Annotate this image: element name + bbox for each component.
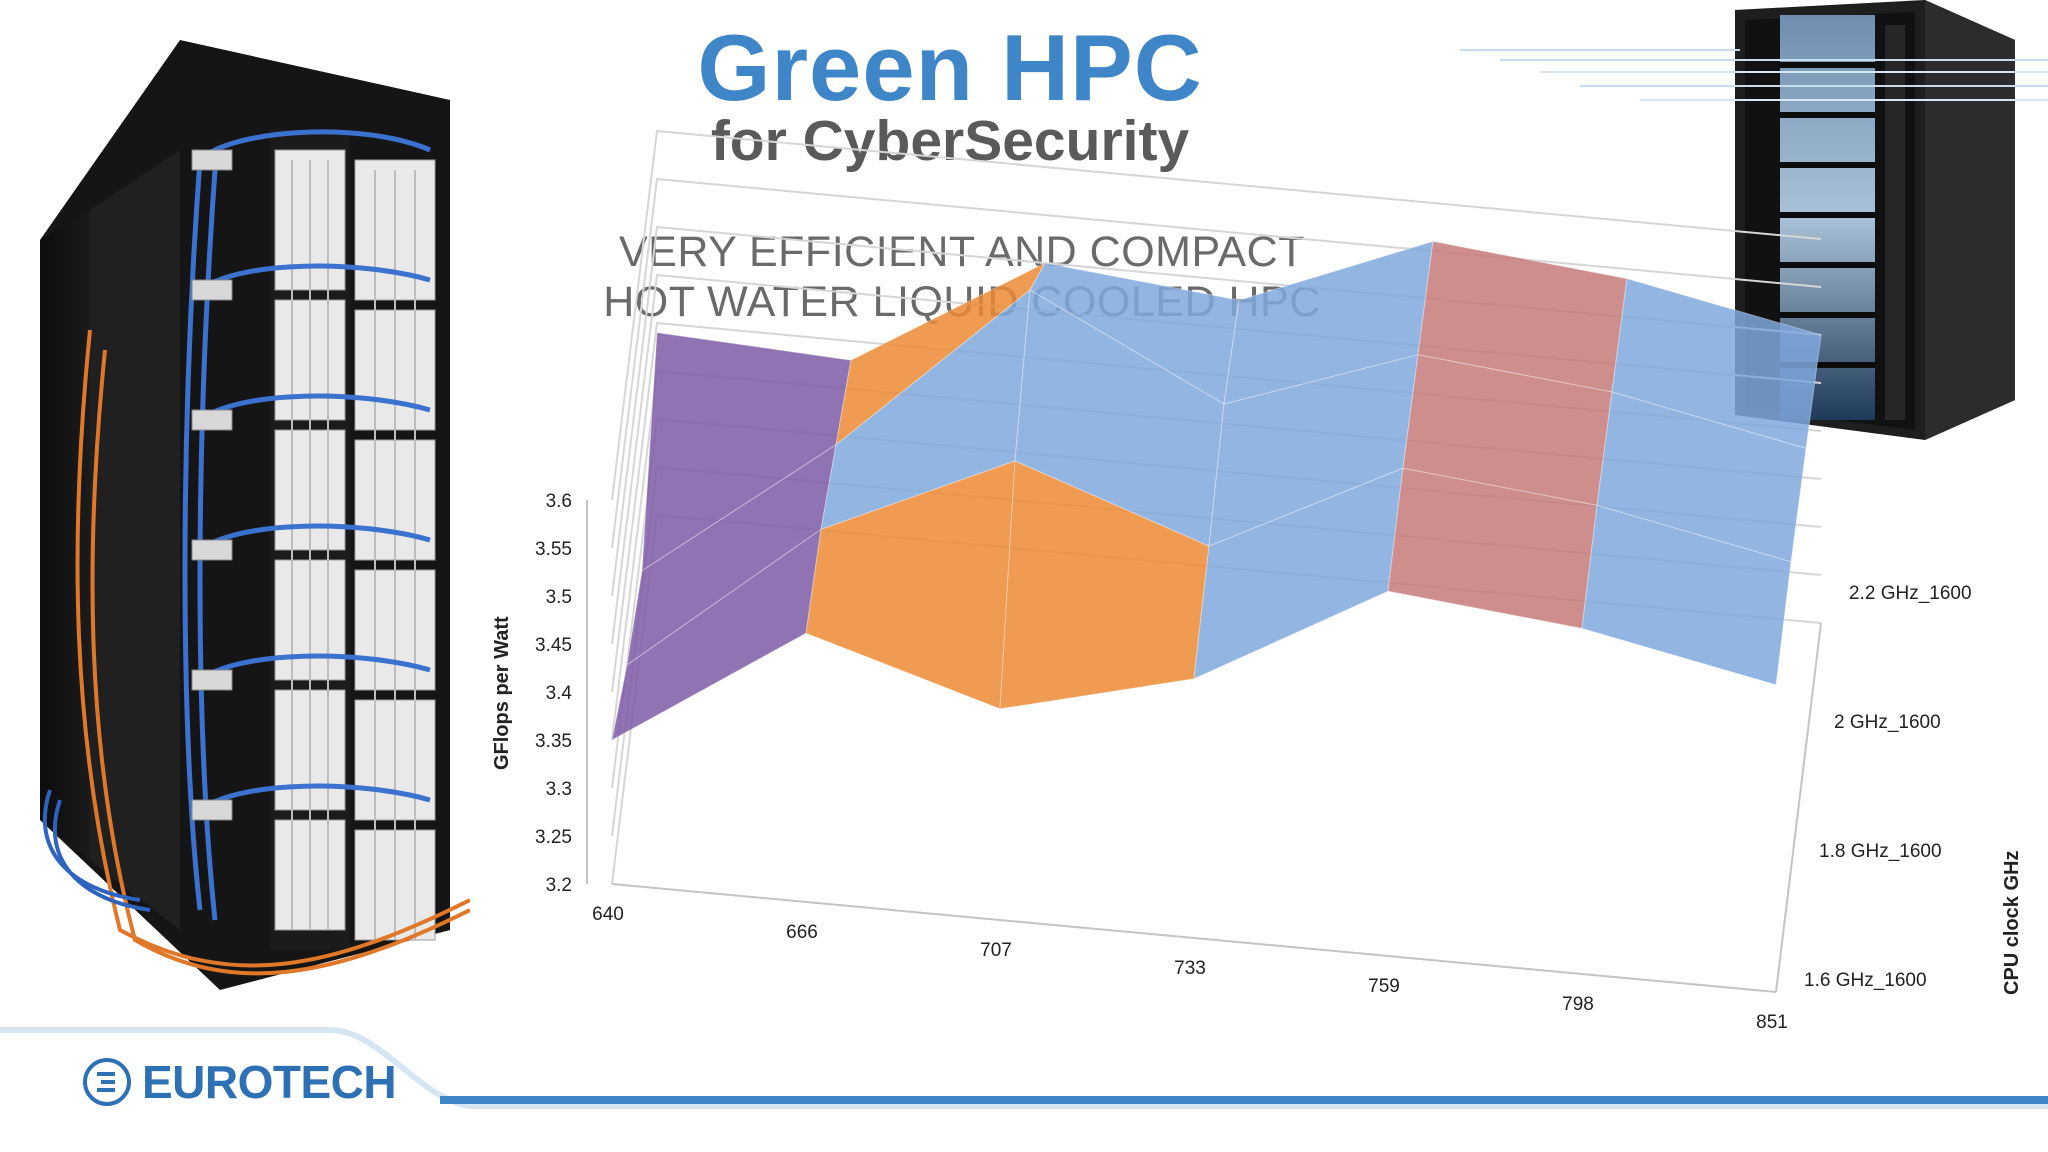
x-tick-label: 707 [980, 940, 1012, 961]
y-tick-label: 3.25 [535, 827, 572, 848]
y-tick-label: 3.5 [546, 587, 572, 608]
y-tick-label: 3.55 [535, 539, 572, 560]
gridline [611, 129, 1822, 501]
z-axis-line [1775, 622, 1822, 993]
y-tick-label: 3.4 [546, 683, 573, 704]
slide-subtitle: for CyberSecurity [710, 109, 1190, 173]
logo-text: EUROTECH [142, 1056, 397, 1108]
x-tick-label: 851 [1756, 1012, 1788, 1033]
footer-swoosh [0, 1027, 2048, 1109]
x-tick-label: 798 [1562, 994, 1594, 1015]
chart-axes: 3.2 3.25 3.3 3.35 3.4 3.45 3.5 3.55 3.6 640 666 707… [535, 491, 1972, 1033]
series-label: 1.6 GHz_1600 [1804, 970, 1927, 991]
x-tick-label: 640 [592, 904, 624, 925]
series-label: 2 GHz_1600 [1834, 712, 1941, 733]
tagline-line1: VERY EFFICIENT AND COMPACT [619, 228, 1305, 276]
y-tick-label: 3.3 [546, 779, 572, 800]
surface-cell [1581, 504, 1792, 686]
header-decoration-lines [1460, 49, 2048, 101]
y-tick-label: 3.2 [546, 875, 572, 896]
x-tick-label: 733 [1174, 958, 1206, 979]
slide-title: Green HPC [697, 15, 1203, 120]
z-axis-title: CPU clock GHz [2001, 851, 2023, 995]
series-label: 2.2 GHz_1600 [1849, 583, 1972, 604]
rack-image-left [40, 40, 470, 990]
eurotech-logo: EUROTECH [82, 1055, 397, 1109]
x-axis-line [611, 883, 1777, 993]
x-tick-label: 666 [786, 922, 818, 943]
surface-cell [1596, 391, 1807, 563]
surface-cell [1611, 277, 1822, 450]
y-tick-label: 3.35 [535, 731, 572, 752]
y-axis-title: GFlops per Watt [491, 616, 513, 770]
eurotech-mark-icon [83, 1058, 131, 1106]
x-tick-label: 759 [1368, 976, 1400, 997]
series-label: 1.8 GHz_1600 [1819, 841, 1942, 862]
chart-surface [611, 240, 1822, 741]
y-tick-label: 3.45 [535, 635, 572, 656]
y-tick-label: 3.6 [546, 491, 572, 512]
